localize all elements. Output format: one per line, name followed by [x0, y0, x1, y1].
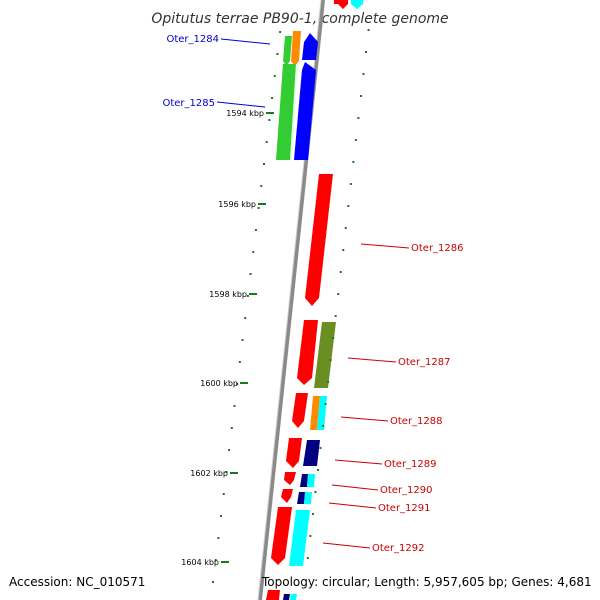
gene-oter-1292-red	[271, 507, 292, 565]
bottom-features	[266, 590, 297, 600]
gene-label-oter-1291[interactable]: Oter_1291	[328, 502, 431, 514]
gene-oter-1291	[281, 489, 312, 504]
gene-label-oter-1289[interactable]: Oter_1289	[334, 459, 437, 470]
map-title: Opitutus terrae PB90-1, complete genome	[151, 11, 448, 27]
position-ruler: 1594 kbp 1596 kbp 1598 kbp 1600 kbp 1602 kbp…	[181, 109, 274, 567]
gene-oter-1285-white-gap	[290, 64, 298, 160]
ruler-label: 1598 kbp	[209, 290, 247, 299]
gene-oter-1289-navy	[303, 440, 320, 466]
gene-label-text[interactable]: Oter_1290	[380, 485, 433, 496]
gene-label-leader-line	[360, 243, 410, 249]
gene-label-oter-1292[interactable]: Oter_1292	[322, 542, 425, 554]
gene-oter-1289	[286, 438, 320, 468]
gene-oter-1289-red	[286, 438, 302, 468]
gene-label-text[interactable]: Oter_1286	[411, 243, 464, 254]
gene-bottom-navy	[283, 594, 290, 600]
gene-oter-1288-orange	[310, 396, 320, 430]
gene-label-oter-1285[interactable]: Oter_1285	[162, 98, 266, 109]
gene-oter-1292-cyan	[289, 510, 310, 566]
gene-oter-1284-orange	[291, 31, 301, 66]
gene-oter-1291-red	[281, 489, 293, 503]
ruler-label: 1602 kbp	[190, 469, 228, 478]
gene-top-red	[334, 0, 348, 9]
gene-oter-1292	[271, 507, 310, 566]
gene-label-leader-line	[220, 38, 271, 45]
accession-text: Accession: NC_010571	[9, 575, 145, 589]
gene-label-oter-1288[interactable]: Oter_1288	[340, 416, 443, 427]
gene-oter-1288-red	[292, 393, 308, 428]
gene-oter-1284	[283, 31, 318, 66]
gene-oter-1287-red	[297, 320, 318, 385]
gene-label-leader-line	[328, 502, 377, 509]
ruler-mark: 1600 kbp	[200, 379, 248, 388]
gene-oter-1288	[292, 393, 327, 430]
gene-label-leader-line	[340, 416, 389, 422]
ruler-mark: 1604 kbp	[181, 558, 229, 567]
gene-oter-1285	[276, 62, 316, 160]
ruler-mark: 1598 kbp	[209, 290, 257, 299]
gene-oter-1291-cyan	[304, 492, 312, 504]
gene-oter-1286	[305, 174, 333, 306]
ruler-mark: 1602 kbp	[190, 469, 238, 478]
ruler-label: 1604 kbp	[181, 558, 219, 567]
topology-info-text: Topology: circular; Length: 5,957,605 bp…	[261, 575, 592, 589]
gene-label-text[interactable]: Oter_1288	[390, 416, 443, 427]
gene-label-oter-1286[interactable]: Oter_1286	[360, 243, 464, 254]
ruler-label: 1600 kbp	[200, 379, 238, 388]
gene-top-cyan	[351, 0, 363, 9]
gene-label-text[interactable]: Oter_1291	[378, 503, 431, 514]
top-features	[334, 0, 363, 9]
gene-oter-1284-green	[283, 36, 292, 66]
gene-label-oter-1290[interactable]: Oter_1290	[331, 484, 433, 496]
gene-oter-1290-navy	[300, 474, 308, 487]
gene-oter-1290-cyan	[307, 474, 315, 487]
gene-label-leader-line	[334, 459, 383, 465]
gene-oter-1287-olive	[314, 322, 336, 388]
gene-label-text[interactable]: Oter_1289	[384, 459, 437, 470]
ruler-label: 1594 kbp	[226, 109, 264, 118]
gene-label-leader-line	[216, 101, 266, 108]
ruler-mark: 1594 kbp	[226, 109, 274, 118]
gene-label-text[interactable]: Oter_1285	[162, 98, 215, 109]
gene-label-oter-1287[interactable]: Oter_1287	[347, 357, 451, 368]
left-tick-marks	[211, 31, 282, 583]
gene-label-text[interactable]: Oter_1284	[166, 34, 219, 45]
gene-label-text[interactable]: Oter_1287	[398, 357, 451, 368]
gene-bottom-cyan	[290, 594, 297, 600]
gene-label-leader-line	[347, 357, 397, 363]
gene-oter-1287	[297, 320, 336, 388]
gene-bottom-red	[266, 590, 280, 600]
ruler-mark: 1596 kbp	[218, 200, 266, 209]
gene-oter-1288-cyan	[317, 396, 327, 430]
gene-oter-1285-blue	[294, 62, 316, 160]
gene-label-leader-line	[322, 542, 371, 549]
gene-label-oter-1284[interactable]: Oter_1284	[166, 34, 271, 45]
gene-oter-1290-red	[284, 472, 296, 485]
gene-oter-1291-navy	[297, 492, 305, 504]
gene-oter-1284-blue	[302, 33, 318, 60]
right-tick-marks	[306, 29, 370, 559]
gene-labels: Oter_1284 Oter_1285 Oter_1286 Oter_1287 Oter…	[162, 34, 463, 554]
track-group: 1594 kbp 1596 kbp 1598 kbp 1600 kbp 1602 kbp…	[162, 0, 464, 600]
gene-label-text[interactable]: Oter_1292	[372, 543, 425, 554]
gene-oter-1285-green	[276, 64, 296, 160]
ruler-label: 1596 kbp	[218, 200, 256, 209]
gene-oter-1290	[284, 472, 315, 487]
gene-label-leader-line	[331, 484, 379, 491]
